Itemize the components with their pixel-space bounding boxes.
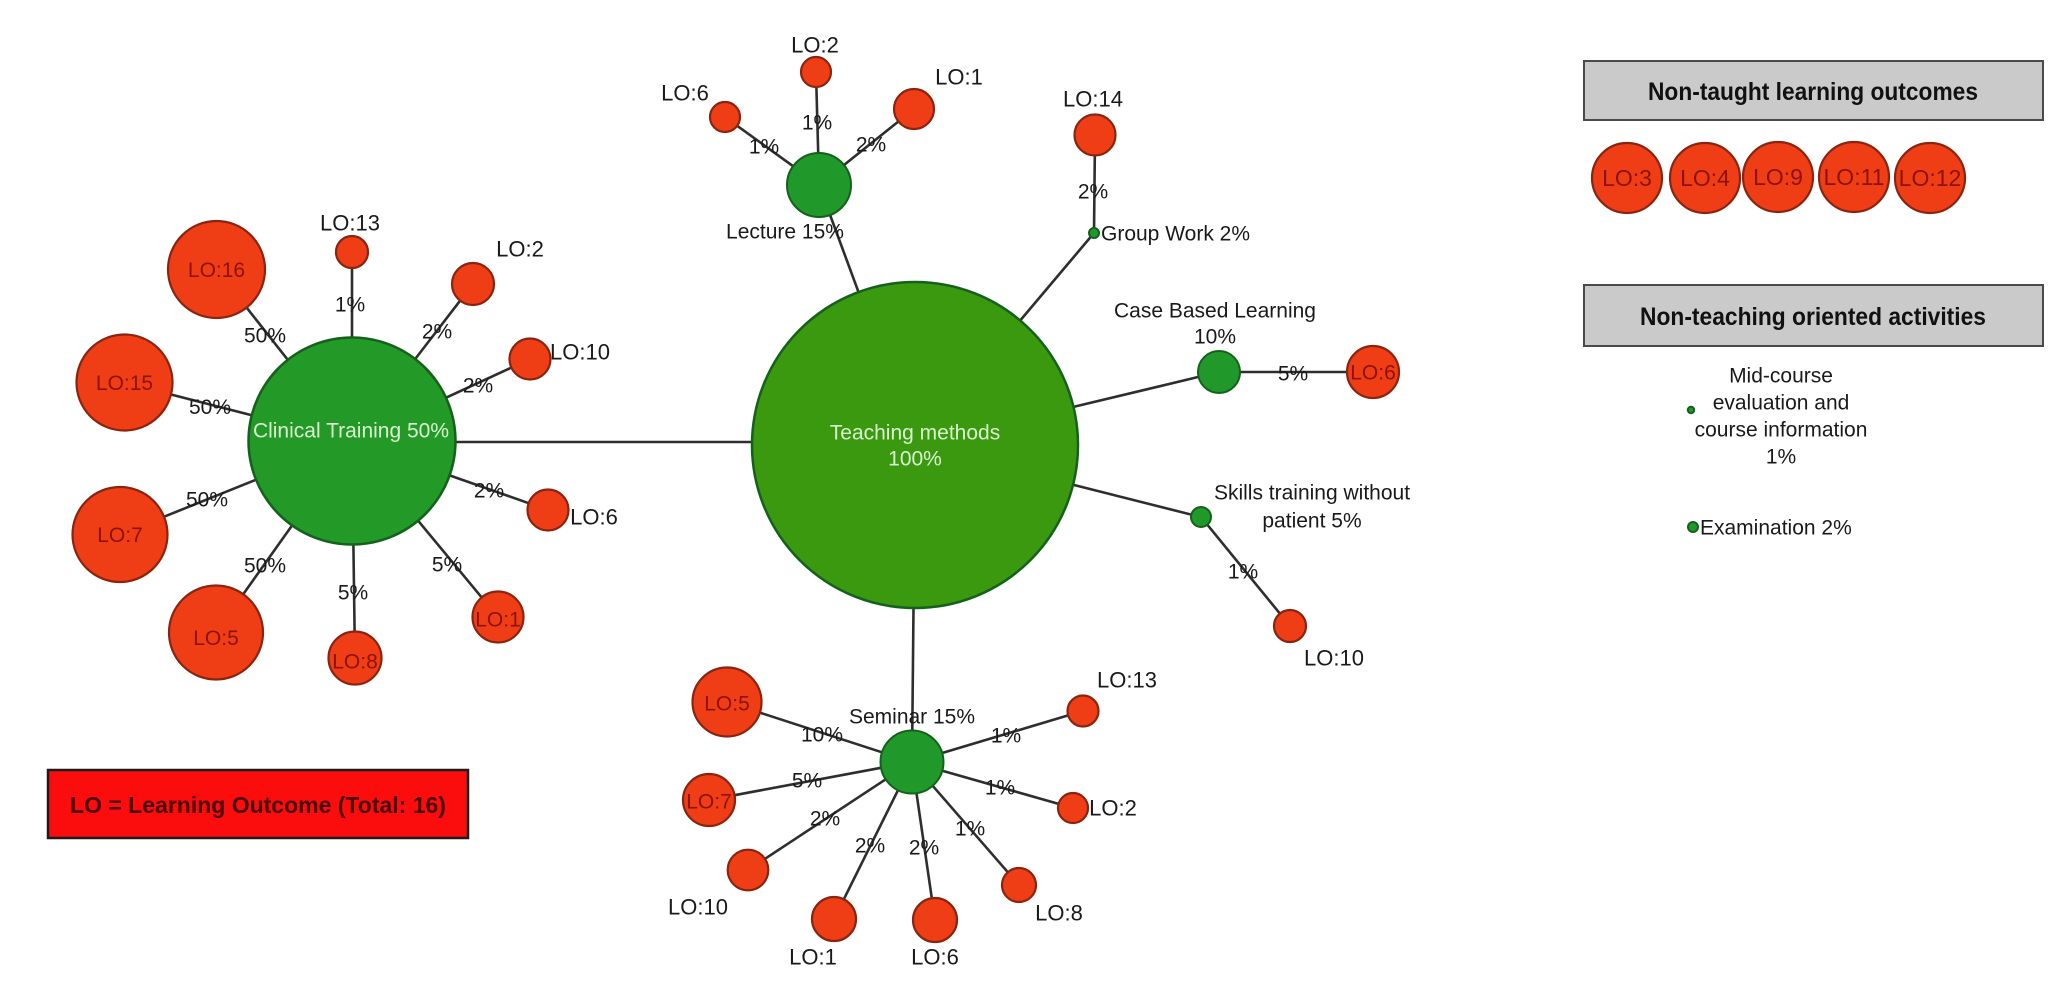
svg-text:LO:10: LO:10	[550, 340, 610, 365]
svg-text:1%: 1%	[335, 293, 365, 316]
svg-text:Mid-course: Mid-course	[1729, 364, 1833, 387]
svg-text:LO:15: LO:15	[96, 372, 153, 395]
svg-text:2%: 2%	[855, 834, 885, 857]
svg-text:Case Based Learning: Case Based Learning	[1114, 299, 1316, 322]
svg-text:Seminar 15%: Seminar 15%	[849, 705, 975, 728]
svg-text:50%: 50%	[186, 488, 228, 511]
svg-text:LO:6: LO:6	[1350, 361, 1396, 384]
svg-text:2%: 2%	[1078, 180, 1108, 203]
svg-text:LO:1: LO:1	[475, 608, 521, 631]
svg-text:1%: 1%	[985, 776, 1015, 799]
svg-text:2%: 2%	[474, 479, 504, 502]
svg-text:LO:5: LO:5	[704, 692, 750, 715]
svg-text:LO:7: LO:7	[686, 790, 732, 813]
svg-text:50%: 50%	[189, 396, 231, 419]
svg-text:evaluation and: evaluation and	[1713, 391, 1850, 414]
svg-text:Non-taught learning outcomes: Non-taught learning outcomes	[1648, 78, 1978, 106]
svg-text:Skills training without: Skills training without	[1214, 481, 1410, 504]
svg-text:2%: 2%	[909, 836, 939, 859]
svg-text:course information: course information	[1695, 418, 1868, 441]
svg-text:patient 5%: patient 5%	[1262, 509, 1361, 532]
svg-text:LO:11: LO:11	[1824, 164, 1885, 190]
svg-text:LO:1: LO:1	[935, 65, 983, 90]
svg-text:1%: 1%	[1766, 445, 1796, 468]
svg-text:2%: 2%	[422, 320, 452, 343]
svg-text:LO:3: LO:3	[1602, 165, 1652, 191]
svg-text:5%: 5%	[338, 581, 368, 604]
svg-text:LO:8: LO:8	[332, 650, 378, 673]
svg-text:5%: 5%	[432, 553, 462, 576]
svg-text:Group Work 2%: Group Work 2%	[1101, 222, 1250, 245]
svg-text:Lecture 15%: Lecture 15%	[726, 220, 844, 243]
svg-text:LO:6: LO:6	[570, 505, 618, 530]
svg-text:5%: 5%	[1278, 362, 1308, 385]
svg-text:LO:12: LO:12	[1899, 165, 1962, 191]
svg-text:1%: 1%	[1228, 560, 1258, 583]
svg-text:LO:13: LO:13	[1097, 668, 1157, 693]
svg-text:LO:10: LO:10	[1304, 646, 1364, 671]
svg-text:5%: 5%	[792, 769, 822, 792]
svg-text:Examination 2%: Examination 2%	[1700, 516, 1852, 539]
svg-text:LO:2: LO:2	[791, 33, 839, 58]
svg-text:LO:6: LO:6	[911, 945, 959, 970]
svg-text:1%: 1%	[749, 135, 779, 158]
svg-text:50%: 50%	[244, 324, 286, 347]
svg-text:Non-teaching oriented activiti: Non-teaching oriented activities	[1640, 303, 1986, 331]
svg-text:LO:6: LO:6	[661, 81, 709, 106]
svg-text:1%: 1%	[991, 724, 1021, 747]
svg-text:LO:14: LO:14	[1063, 87, 1123, 112]
svg-text:LO:16: LO:16	[188, 259, 245, 282]
svg-text:10%: 10%	[801, 723, 843, 746]
svg-text:10%: 10%	[1194, 325, 1236, 348]
svg-text:LO:7: LO:7	[97, 524, 143, 547]
svg-text:LO:5: LO:5	[193, 627, 239, 650]
svg-text:2%: 2%	[810, 807, 840, 830]
svg-text:Clinical Training 50%: Clinical Training 50%	[253, 419, 449, 442]
svg-text:2%: 2%	[463, 374, 493, 397]
svg-text:Teaching methods: Teaching methods	[830, 421, 1000, 444]
svg-text:100%: 100%	[888, 447, 942, 470]
svg-text:LO:13: LO:13	[320, 211, 380, 236]
svg-text:50%: 50%	[244, 554, 286, 577]
svg-text:LO:2: LO:2	[496, 237, 544, 262]
svg-text:2%: 2%	[856, 133, 886, 156]
svg-text:1%: 1%	[955, 817, 985, 840]
svg-text:LO:9: LO:9	[1753, 164, 1803, 190]
svg-text:LO:4: LO:4	[1680, 165, 1730, 191]
svg-text:LO:8: LO:8	[1035, 901, 1083, 926]
svg-text:1%: 1%	[802, 111, 832, 134]
svg-text:LO:2: LO:2	[1089, 796, 1137, 821]
svg-text:LO:1: LO:1	[789, 945, 837, 970]
svg-text:LO:10: LO:10	[668, 895, 728, 920]
svg-text:LO = Learning Outcome (Total:: LO = Learning Outcome (Total: 16)	[70, 792, 446, 818]
